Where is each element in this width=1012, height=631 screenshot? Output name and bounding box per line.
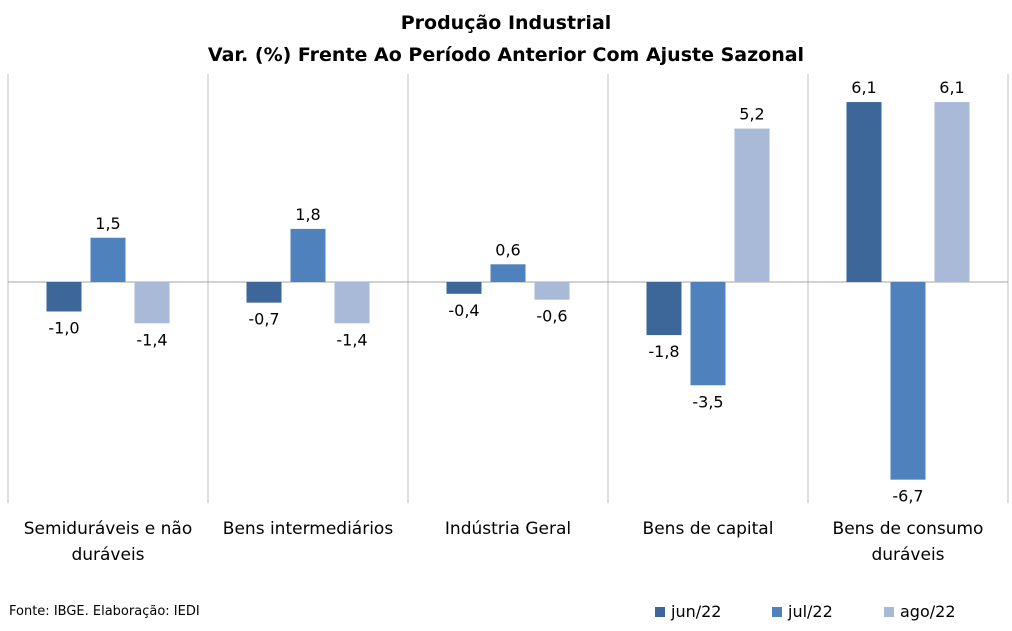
- legend-label-jul22: jul/22: [788, 602, 833, 621]
- bar-jun-22-semiduraveis-e-nao-duraveis: [46, 282, 82, 312]
- data-label-jul-22-bens-intermediarios: 1,8: [295, 205, 320, 224]
- data-label-jun-22-bens-de-consumo-duraveis: 6,1: [851, 78, 876, 97]
- legend-label-ago22: ago/22: [900, 602, 956, 621]
- data-label-ago-22-industria-geral: -0,6: [536, 307, 567, 326]
- data-label-jul-22-industria-geral: 0,6: [495, 240, 520, 259]
- bar-ago-22-semiduraveis-e-nao-duraveis: [134, 282, 170, 324]
- data-label-jul-22-semiduraveis-e-nao-duraveis: 1,5: [95, 214, 120, 233]
- bar-jul-22-semiduraveis-e-nao-duraveis: [90, 237, 126, 282]
- chart-subtitle: Var. (%) Frente Ao Período Anterior Com …: [207, 44, 805, 66]
- bar-ago-22-bens-de-consumo-duraveis: [934, 102, 970, 282]
- data-label-jun-22-semiduraveis-e-nao-duraveis: -1,0: [48, 319, 79, 338]
- bar-jul-22-industria-geral: [490, 264, 526, 282]
- bar-ago-22-bens-intermediarios: [334, 282, 370, 324]
- data-label-ago-22-bens-de-capital: 5,2: [739, 105, 764, 124]
- data-label-jul-22-bens-de-consumo-duraveis: -6,7: [892, 487, 923, 506]
- data-label-jun-22-bens-de-capital: -1,8: [648, 342, 679, 361]
- data-label-jun-22-bens-intermediarios: -0,7: [248, 310, 279, 329]
- category-label-semiduraveis-e-nao-duraveis: Semiduráveis e não: [24, 519, 192, 539]
- category-label-bens-de-capital: Bens de capital: [643, 519, 774, 539]
- bar-jun-22-bens-de-capital: [646, 282, 682, 336]
- data-label-jul-22-bens-de-capital: -3,5: [692, 392, 723, 411]
- data-label-jun-22-industria-geral: -0,4: [448, 301, 479, 320]
- bar-chart: -1,0 1,5 -1,4 Semiduráveis e não duráveis -0,…: [7, 74, 1009, 565]
- bar-jun-22-bens-de-consumo-duraveis: [846, 102, 882, 282]
- legend-item-ago22: ago/22: [884, 602, 956, 621]
- source-note: Fonte: IBGE. Elaboração: IEDI: [9, 604, 200, 619]
- data-label-ago-22-semiduraveis-e-nao-duraveis: -1,4: [136, 330, 167, 349]
- bar-jul-22-bens-de-consumo-duraveis: [890, 282, 926, 480]
- category-label-bens-intermediarios: Bens intermediários: [223, 519, 394, 539]
- data-label-ago-22-bens-intermediarios: -1,4: [336, 330, 367, 349]
- bar-ago-22-bens-de-capital: [734, 128, 770, 282]
- bar-ago-22-industria-geral: [534, 282, 570, 300]
- category-label-semiduraveis-e-nao-duraveis: duráveis: [71, 545, 144, 565]
- category-label-bens-de-consumo-duraveis: Bens de consumo: [833, 519, 984, 539]
- legend-swatch-jul22: [772, 606, 782, 617]
- legend-item-jul22: jul/22: [772, 602, 833, 621]
- legend-label-jun22: jun/22: [671, 602, 722, 621]
- chart-title: Produção Industrial: [400, 12, 612, 34]
- bar-jul-22-bens-de-capital: [690, 282, 726, 386]
- bar-jun-22-industria-geral: [446, 282, 482, 294]
- data-label-ago-22-bens-de-consumo-duraveis: 6,1: [939, 78, 964, 97]
- legend-item-jun22: jun/22: [655, 602, 721, 621]
- legend-swatch-jun22: [655, 606, 665, 617]
- legend-swatch-ago22: [884, 606, 894, 617]
- category-label-industria-geral: Indústria Geral: [445, 519, 571, 539]
- bar-jul-22-bens-intermediarios: [290, 228, 326, 282]
- category-label-bens-de-consumo-duraveis: duráveis: [871, 545, 944, 565]
- bar-jun-22-bens-intermediarios: [246, 282, 282, 303]
